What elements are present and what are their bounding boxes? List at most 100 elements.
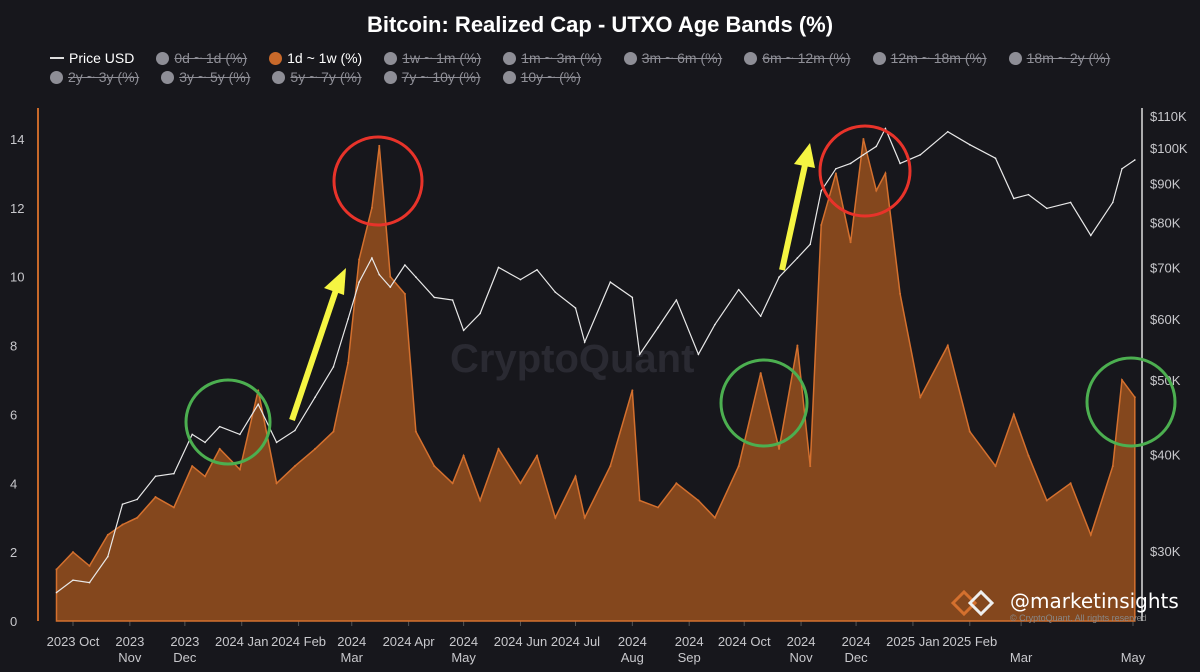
circle-swatch-icon xyxy=(1008,51,1022,65)
area-series-1d-1w xyxy=(55,138,1136,622)
price-point xyxy=(759,315,762,318)
area-point xyxy=(583,516,586,519)
legend-item[interactable]: 3y ~ 5y (%) xyxy=(161,69,250,85)
area-point xyxy=(554,516,557,519)
price-point xyxy=(389,286,392,288)
price-point xyxy=(371,257,373,259)
circle-swatch-icon xyxy=(161,70,175,84)
area-point xyxy=(191,465,194,468)
price-point xyxy=(1069,201,1072,204)
price-point xyxy=(899,162,901,165)
legend-label: 5y ~ 7y (%) xyxy=(290,69,362,85)
price-point xyxy=(404,264,406,266)
legend-label: 3m ~ 6m (%) xyxy=(641,50,723,66)
legend-item[interactable]: 6m ~ 12m (%) xyxy=(744,50,851,66)
circle-swatch-icon xyxy=(272,70,286,84)
area-point xyxy=(1069,482,1072,485)
legend-item[interactable]: 1w ~ 1m (%) xyxy=(384,50,481,66)
area-point xyxy=(414,430,417,433)
legend-item[interactable]: 12m ~ 18m (%) xyxy=(872,50,987,66)
area-point xyxy=(778,447,781,450)
legend-item[interactable]: 3m ~ 6m (%) xyxy=(623,50,723,66)
price-point xyxy=(609,281,612,283)
circle-swatch-icon xyxy=(384,51,398,65)
price-point xyxy=(415,276,417,278)
area-point xyxy=(631,389,634,392)
legend-item[interactable]: 18m ~ 2y (%) xyxy=(1008,50,1111,66)
area-point xyxy=(314,447,317,450)
price-point xyxy=(862,153,865,156)
circle-swatch-icon xyxy=(269,51,283,65)
watermark: CryptoQuant xyxy=(450,337,694,381)
x-tick-label-line2: Mar xyxy=(1010,650,1033,665)
x-tick-label: 2024 Feb xyxy=(271,634,326,649)
x-tick-label-line2: Mar xyxy=(341,650,364,665)
price-point xyxy=(714,323,716,326)
x-tick-label: 2024 Jun xyxy=(494,634,548,649)
area-point xyxy=(72,551,74,554)
area-point xyxy=(946,344,949,347)
x-tick-label: 2025 Feb xyxy=(942,634,997,649)
price-point xyxy=(136,498,138,501)
y-left-tick-label: 8 xyxy=(10,339,17,354)
legend: Price USD 0d ~ 1d (%) 1d ~ 1w (%) 1w ~ 1m (… xyxy=(50,50,1170,85)
legend-label: 10y ~ (%) xyxy=(520,69,581,85)
x-tick-label-line2: Dec xyxy=(845,650,869,665)
price-point xyxy=(332,366,335,368)
x-tick-label: 2024 xyxy=(337,634,366,649)
area-point xyxy=(657,506,660,509)
price-point xyxy=(849,162,852,165)
legend-item[interactable]: 7y ~ 10y (%) xyxy=(383,69,481,85)
price-point xyxy=(55,591,58,594)
area-point xyxy=(1027,454,1030,457)
area-point xyxy=(462,454,465,457)
price-point xyxy=(314,396,316,398)
area-point xyxy=(121,523,124,526)
legend-item[interactable]: 1d ~ 1w (%) xyxy=(269,50,362,66)
area-point xyxy=(919,396,922,399)
price-point xyxy=(479,312,481,315)
low-circle-3 xyxy=(1085,356,1177,448)
area-point xyxy=(809,465,812,468)
x-tick-label-line2: May xyxy=(1121,650,1146,665)
area-point xyxy=(820,224,823,227)
legend-label: 18m ~ 2y (%) xyxy=(1026,50,1111,66)
price-point xyxy=(1046,207,1048,210)
y-right-tick-label: $50K xyxy=(1150,373,1181,388)
chart-title: Bitcoin: Realized Cap - UTXO Age Bands (… xyxy=(366,12,834,37)
price-point xyxy=(737,288,740,291)
y-right-tick-label: $100K xyxy=(1150,141,1188,156)
author-handle: @marketinsights xyxy=(1010,589,1179,613)
legend-item[interactable]: 2y ~ 3y (%) xyxy=(50,69,139,85)
x-tick-label-line2: Nov xyxy=(789,650,813,665)
area-point xyxy=(796,344,799,347)
y-right-tick-label: $70K xyxy=(1150,260,1181,275)
legend-item[interactable]: 10y ~ (%) xyxy=(502,69,581,85)
legend-item[interactable]: 1m ~ 3m (%) xyxy=(503,50,602,66)
low-circle-1 xyxy=(184,378,272,466)
area-point xyxy=(218,447,221,450)
legend-item[interactable]: 5y ~ 7y (%) xyxy=(272,69,362,85)
price-point xyxy=(796,257,799,259)
area-point xyxy=(433,465,436,468)
area-point xyxy=(106,533,109,536)
x-tick-label: 2023 xyxy=(170,634,199,649)
area-point xyxy=(204,475,207,478)
area-point xyxy=(519,482,522,485)
price-point xyxy=(536,269,538,271)
price-point xyxy=(462,329,465,332)
price-point xyxy=(574,307,577,309)
area-point xyxy=(275,482,278,485)
price-point xyxy=(88,581,91,584)
area-point xyxy=(136,516,139,519)
y-right-tick-label: $40K xyxy=(1150,448,1181,463)
price-point xyxy=(994,157,997,160)
legend-item[interactable]: Price USD xyxy=(50,50,134,66)
x-tick-label: 2024 xyxy=(449,634,478,649)
y-right-tick-label: $80K xyxy=(1150,216,1181,231)
legend-item[interactable]: 0d ~ 1d (%) xyxy=(156,50,247,66)
price-point xyxy=(884,127,887,130)
area-point xyxy=(759,372,762,375)
y-right-tick-label: $110K xyxy=(1150,109,1187,124)
circle-swatch-icon xyxy=(872,51,886,65)
